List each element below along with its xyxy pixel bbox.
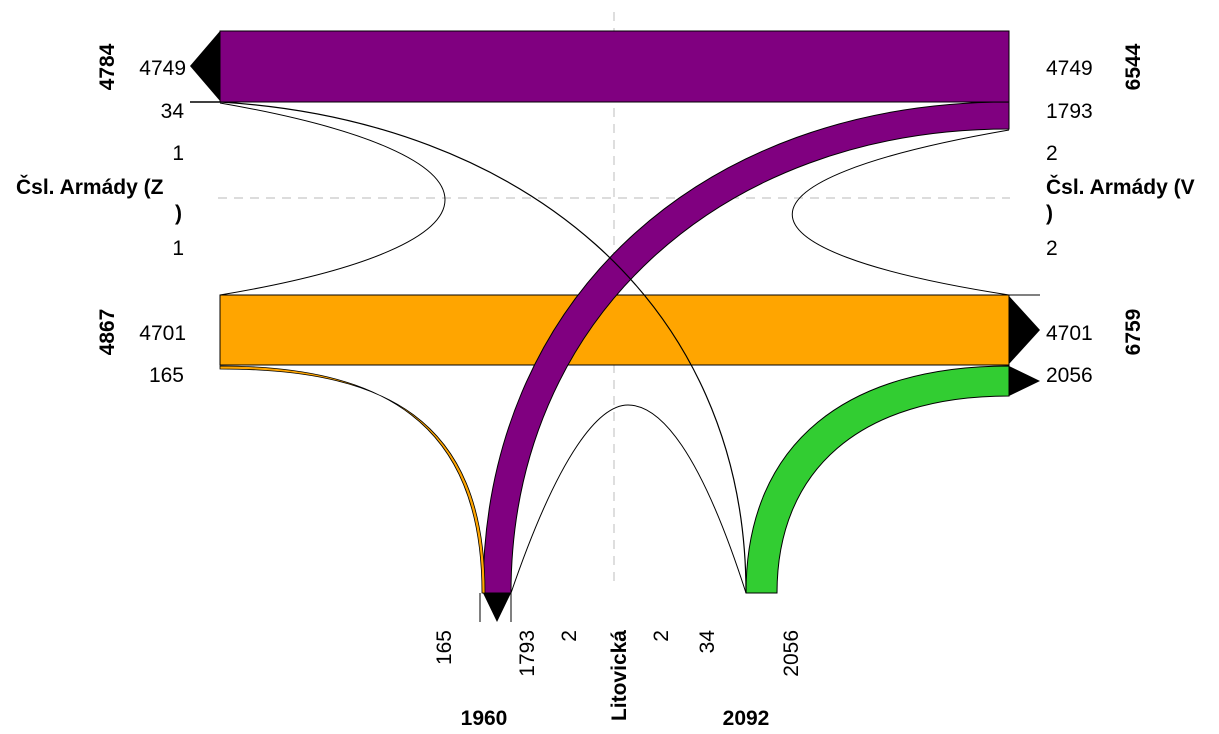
south-label-2: 1793 [516,630,539,677]
south-label-5: 34 [696,630,719,654]
south-label-3: 2 [558,630,581,642]
west-label-6: 165 [149,364,184,387]
east-arm-name-cont: ) [1046,202,1053,225]
south-label-4: 2 [650,630,673,642]
west-label-4: 1 [172,237,184,260]
flow-line-west-uturn [219,102,446,296]
flow-band-south-to-east [482,101,1010,594]
flow-band-east-to-west [219,294,1010,366]
flow-band-east-to-south [745,365,1010,594]
east-label-6: 2056 [1046,364,1093,387]
flow-line-east-uturn [791,129,1010,296]
south-inbound-total: 1960 [461,707,508,730]
west-inbound-arrow-icon [190,31,220,101]
east-arm-name: Čsl. Armády (V [1046,175,1195,199]
west-label-2: 34 [161,100,185,123]
south-arm-name: Litovická [608,630,631,721]
west-label-1: 4749 [139,57,186,80]
east-label-2: 1793 [1046,100,1093,123]
flow-band-south-to-west [219,365,486,594]
flow-line-west-to-south [219,101,747,594]
south-label-6: 2056 [780,630,803,677]
east-label-5: 4701 [1046,322,1093,345]
west-arm-name-cont: ) [175,202,182,225]
east-green-arrow-icon [1009,366,1040,396]
east-outbound-total: 6759 [1122,309,1145,356]
west-label-3: 1 [172,142,184,165]
east-label-1: 4749 [1046,57,1093,80]
east-inbound-total: 6544 [1122,43,1145,90]
flow-band-west-to-east [219,30,1010,103]
east-label-4: 2 [1046,237,1058,260]
flow-line-south-uturn [510,404,747,594]
south-label-1: 165 [433,630,456,665]
west-outbound-total: 4867 [96,309,119,356]
west-arm-name: Čsl. Armády (Z [16,175,164,199]
west-inbound-total: 4784 [96,43,119,90]
east-label-3: 2 [1046,142,1058,165]
east-inbound-arrow-icon [1009,296,1040,364]
west-label-5: 4701 [139,322,186,345]
south-inbound-arrow-icon [483,593,511,622]
south-outbound-total: 2092 [723,707,770,730]
